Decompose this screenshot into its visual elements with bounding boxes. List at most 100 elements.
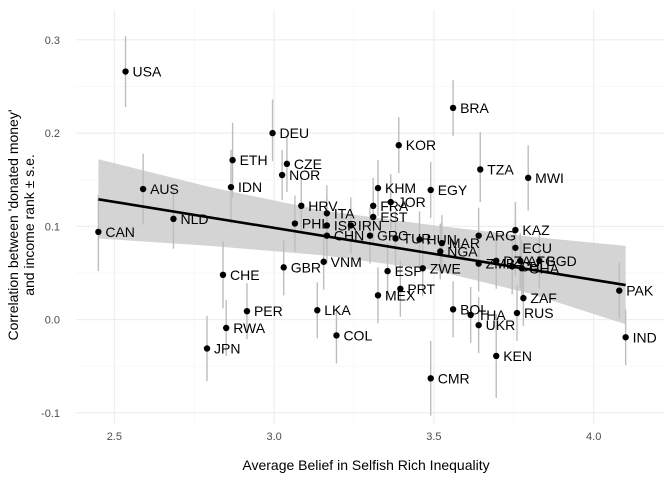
point-kor: [395, 142, 402, 149]
point-vnm: [320, 258, 327, 265]
point-label-mwi: MWI: [535, 170, 564, 186]
point-prt: [397, 285, 404, 292]
point-bgd: [536, 257, 543, 265]
point-deu: [269, 129, 276, 137]
point-idn: [227, 183, 235, 191]
point-zmb: [475, 260, 482, 267]
y-axis-title-line-2: and income rank ± s.e.: [21, 154, 37, 296]
point-label-cmr: CMR: [438, 370, 470, 386]
x-tick-label-4-0: 4.0: [586, 431, 601, 443]
point-col: [333, 332, 340, 339]
point-label-nga: NGA: [447, 244, 478, 260]
point-bol: [449, 306, 457, 313]
point-afg: [516, 257, 524, 265]
point-lka: [314, 307, 321, 314]
point-label-ita: ITA: [334, 205, 355, 221]
point-ita: [323, 210, 331, 217]
point-label-grc: GRC: [377, 228, 408, 244]
point-label-usa: USA: [133, 64, 162, 80]
point-che: [219, 271, 227, 279]
point-label-ecu: ECU: [522, 240, 552, 256]
point-label-zaf: ZAF: [530, 290, 556, 306]
x-tick-labels: 2.5 3.0 3.5 4.0: [107, 431, 602, 443]
point-rus: [513, 309, 521, 317]
point-label-cze: CZE: [294, 156, 322, 172]
point-label-aus: AUS: [150, 181, 179, 197]
point-hrv: [298, 202, 305, 210]
point-kaz: [512, 226, 519, 234]
point-label-irn: IRN: [358, 217, 382, 233]
point-usa: [122, 68, 129, 75]
x-tick-label-2-5: 2.5: [107, 431, 122, 443]
point-label-kor: KOR: [406, 137, 436, 153]
point-label-bol: BOL: [460, 301, 488, 317]
point-label-pak: PAK: [626, 283, 654, 299]
y-tick-labels: -0.1 0.0 0.1 0.2 0.3: [41, 35, 60, 420]
point-jor: [387, 198, 394, 206]
point-label-ken: KEN: [503, 348, 532, 364]
point-label-chn: CHN: [334, 228, 364, 244]
point-label-tha: THA: [478, 307, 507, 323]
point-label-gha: GHA: [529, 260, 560, 276]
x-tick-label-3-5: 3.5: [426, 431, 441, 443]
point-label-col: COL: [343, 327, 372, 343]
data-points: [95, 68, 629, 382]
point-label-mex: MEX: [385, 287, 416, 303]
point-label-egy: EGY: [438, 182, 468, 198]
point-eth: [229, 156, 236, 164]
point-per: [243, 307, 251, 315]
point-chl: [509, 263, 516, 270]
point-label-eth: ETH: [240, 152, 268, 168]
point-hun: [416, 236, 423, 243]
point-label-idn: IDN: [238, 179, 262, 195]
point-ecu: [512, 244, 519, 251]
point-isr: [323, 222, 331, 229]
point-label-vnm: VNM: [331, 254, 362, 270]
point-ukr: [475, 321, 482, 329]
point-bra: [449, 104, 457, 112]
point-labels: USA BRA DEU KOR ETH CZE TZA NOR MWI IDN AUS KHM EGY J…: [105, 64, 656, 387]
point-mar: [438, 239, 446, 247]
point-mwi: [524, 174, 532, 182]
point-label-per: PER: [254, 303, 283, 319]
regression-line-group: [98, 198, 626, 287]
point-fra: [369, 202, 377, 210]
point-label-hrv: HRV: [308, 198, 338, 214]
x-axis-title: Average Belief in Selfish Rich Inequalit…: [242, 457, 489, 473]
point-label-tur: TUR: [403, 230, 432, 246]
point-label-bra: BRA: [460, 100, 489, 116]
point-gbr: [280, 264, 287, 271]
point-label-can: CAN: [105, 224, 135, 240]
y-tick-label-0-1: 0.1: [45, 221, 60, 233]
y-tick-label-0-0: 0.0: [45, 315, 60, 327]
point-esp: [384, 267, 391, 275]
point-rwa: [222, 324, 230, 332]
point-label-esp: ESP: [395, 263, 423, 279]
point-label-arg: ARG: [486, 228, 516, 244]
point-nga: [437, 248, 444, 255]
point-label-khm: KHM: [385, 180, 416, 196]
point-label-mar: MAR: [449, 235, 480, 251]
point-pak: [616, 287, 623, 294]
point-label-jpn: JPN: [214, 340, 240, 356]
point-egy: [427, 186, 434, 194]
point-label-jor: JOR: [398, 194, 426, 210]
y-tick-label-0-3: 0.3: [45, 35, 60, 47]
point-nld: [170, 215, 177, 223]
point-label-nor: NOR: [289, 167, 320, 183]
x-tick-label-3-0: 3.0: [266, 431, 281, 443]
y-tick-label--0-1: -0.1: [41, 408, 60, 420]
point-label-est: EST: [380, 209, 408, 225]
point-label-bgd: BGD: [546, 253, 576, 269]
point-label-fra: FRA: [380, 198, 409, 214]
point-label-prt: PRT: [407, 281, 435, 297]
point-cze: [283, 160, 291, 168]
point-label-rus: RUS: [524, 305, 554, 321]
point-label-tza: TZA: [487, 161, 514, 177]
point-label-chl: CHL: [519, 258, 547, 274]
point-label-rwa: RWA: [233, 320, 266, 336]
point-cmr: [427, 375, 434, 382]
y-axis-title-line-1: Correlation between 'donated money': [5, 109, 21, 340]
point-dza: [493, 257, 500, 265]
